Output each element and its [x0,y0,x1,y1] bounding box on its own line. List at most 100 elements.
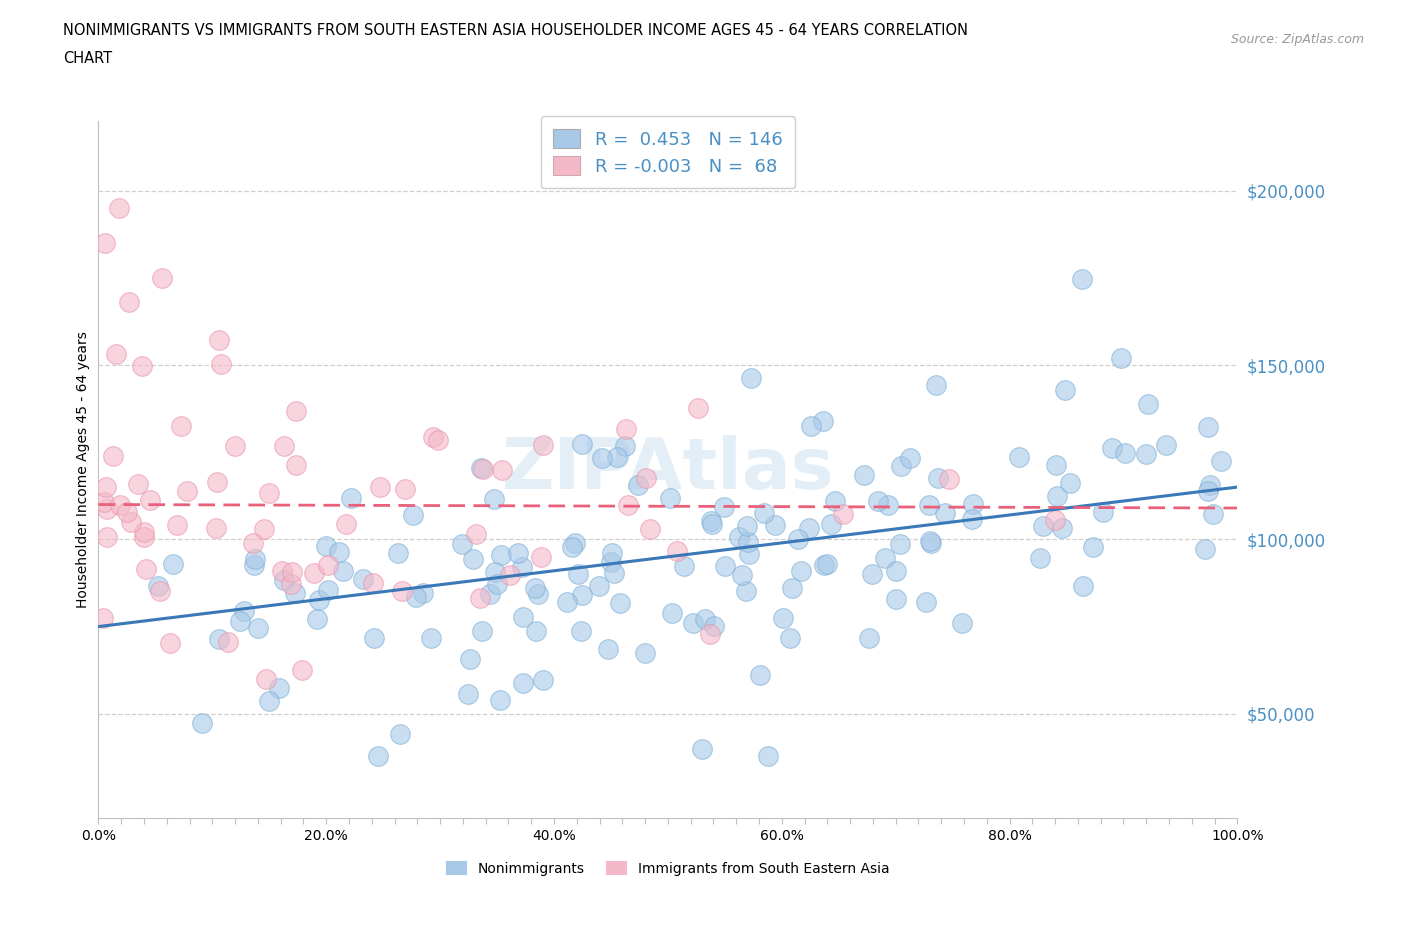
Point [307,611,329,626]
Point [914,594,936,609]
Point [204,520,226,535]
Point [148,578,170,593]
Point [224,438,246,453]
Point [1137,397,1160,412]
Point [523,580,546,595]
Point [1046,488,1069,503]
Text: Source: ZipAtlas.com: Source: ZipAtlas.com [1230,33,1364,46]
Point [339,491,361,506]
Point [242,536,264,551]
Point [858,631,880,645]
Point [506,546,529,561]
Point [531,437,554,452]
Point [571,623,593,638]
Point [134,529,156,544]
Point [170,418,193,433]
Point [208,631,231,646]
Point [457,686,479,701]
Point [877,498,900,512]
Point [934,505,956,520]
Point [162,556,184,571]
Point [422,430,444,445]
Point [484,565,506,579]
Point [713,499,735,514]
Point [927,471,949,485]
Point [118,295,141,310]
Point [253,522,276,537]
Point [659,491,682,506]
Point [352,572,374,587]
Point [478,586,501,601]
Point [1135,446,1157,461]
Point [91,610,114,625]
Point [402,507,425,522]
Point [291,663,314,678]
Point [458,652,481,667]
Point [510,560,533,575]
Point [799,521,821,536]
Point [1059,475,1081,490]
Point [485,577,508,591]
Point [257,485,280,500]
Point [159,635,181,650]
Point [1197,419,1219,434]
Point [269,681,291,696]
Point [780,580,803,595]
Point [600,546,623,561]
Point [1199,477,1222,492]
Point [690,741,713,756]
Point [898,451,921,466]
Point [627,477,650,492]
Point [672,558,695,573]
Y-axis label: Householder Income Ages 45 - 64 years: Householder Income Ages 45 - 64 years [76,331,90,608]
Point [925,378,948,392]
Point [1045,458,1067,472]
Point [484,491,506,506]
Point [832,507,855,522]
Point [638,522,661,537]
Text: CHART: CHART [63,51,112,66]
Point [700,516,723,531]
Point [564,536,586,551]
Point [420,631,443,645]
Point [920,536,942,551]
Point [950,615,973,630]
Point [613,438,636,453]
Point [772,610,794,625]
Point [1197,484,1219,498]
Point [176,484,198,498]
Point [132,525,155,539]
Point [96,530,118,545]
Point [470,460,492,475]
Point [284,458,307,472]
Point [209,356,232,371]
Point [465,527,488,542]
Point [101,448,124,463]
Point [468,591,491,605]
Point [813,414,835,429]
Point [866,494,889,509]
Point [756,748,779,763]
Point [1194,541,1216,556]
Point [815,556,838,571]
Point [763,517,786,532]
Point [735,518,758,533]
Point [131,358,153,373]
Point [531,673,554,688]
Point [606,450,628,465]
Point [699,626,721,641]
Point [217,635,239,650]
Point [512,676,534,691]
Point [1109,351,1132,365]
Point [108,201,131,216]
Point [524,624,547,639]
Point [405,590,427,604]
Point [285,404,308,418]
Point [890,458,912,473]
Point [734,583,756,598]
Point [1050,520,1073,535]
Point [738,547,761,562]
Point [273,573,295,588]
Point [96,479,118,494]
Point [368,480,391,495]
